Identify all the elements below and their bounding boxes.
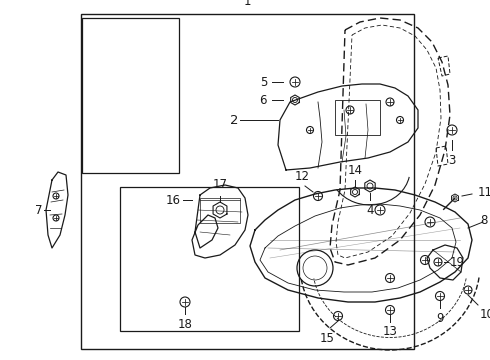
Text: 9: 9 (436, 312, 444, 325)
Text: 18: 18 (177, 318, 193, 331)
Text: 7: 7 (34, 203, 42, 216)
Text: 13: 13 (383, 325, 397, 338)
Text: 12: 12 (294, 170, 310, 183)
Text: 1: 1 (244, 0, 251, 8)
Text: 14: 14 (347, 164, 363, 177)
Bar (81, 14, 414, 349)
Text: 10: 10 (480, 308, 490, 321)
Text: 16: 16 (166, 194, 181, 207)
Bar (335, 100, 380, 135)
Text: 19: 19 (450, 256, 465, 269)
Text: 5: 5 (260, 76, 267, 89)
Text: 11: 11 (478, 185, 490, 198)
Text: 17: 17 (213, 178, 227, 191)
Text: 4: 4 (366, 204, 374, 217)
Text: 3: 3 (448, 154, 456, 167)
Text: 8: 8 (481, 213, 488, 226)
Text: 15: 15 (319, 332, 335, 345)
Text: 2: 2 (229, 113, 238, 126)
Bar (82, 18, 179, 173)
Text: 6: 6 (260, 94, 267, 107)
Bar (120, 187, 299, 331)
Bar (200, 198, 240, 223)
